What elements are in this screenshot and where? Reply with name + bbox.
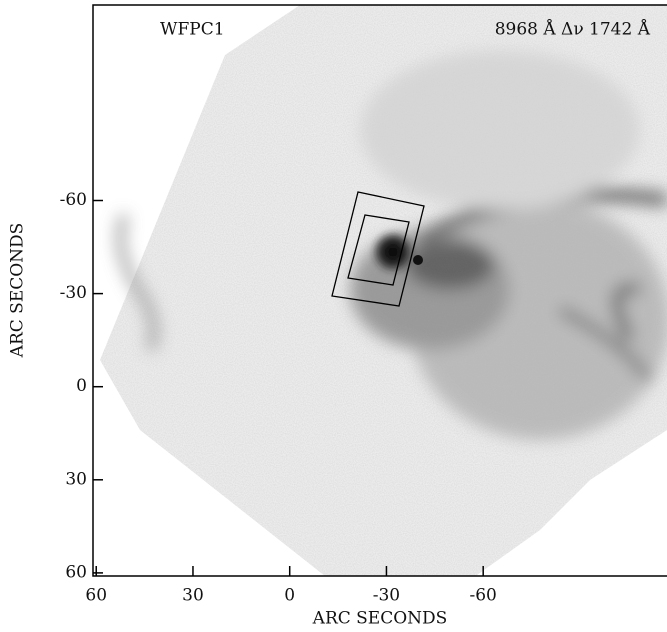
y-axis-label: ARC SECONDS: [8, 223, 28, 359]
y-tick-label: 60: [65, 562, 87, 582]
x-tick-label: -30: [373, 586, 400, 606]
x-tick-label: 30: [182, 586, 204, 606]
y-tick-label: 30: [65, 469, 87, 489]
x-tick-label: -60: [469, 586, 496, 606]
y-tick-label: 0: [76, 376, 87, 396]
nebula-image: [100, 5, 667, 576]
x-axis-label: ARC SECONDS: [312, 609, 448, 629]
x-tick-label: 0: [284, 586, 295, 606]
instrument-label: WFPC1: [160, 20, 225, 40]
x-tick-label: 60: [85, 586, 107, 606]
y-tick-label: -60: [60, 190, 87, 210]
inner-aperture: [347, 214, 410, 286]
outer-aperture: [331, 191, 425, 307]
y-tick-label: -30: [60, 283, 87, 303]
wavelength-label: 8968 Å Δν 1742 Å: [495, 19, 651, 40]
plot-frame: [92, 4, 667, 577]
